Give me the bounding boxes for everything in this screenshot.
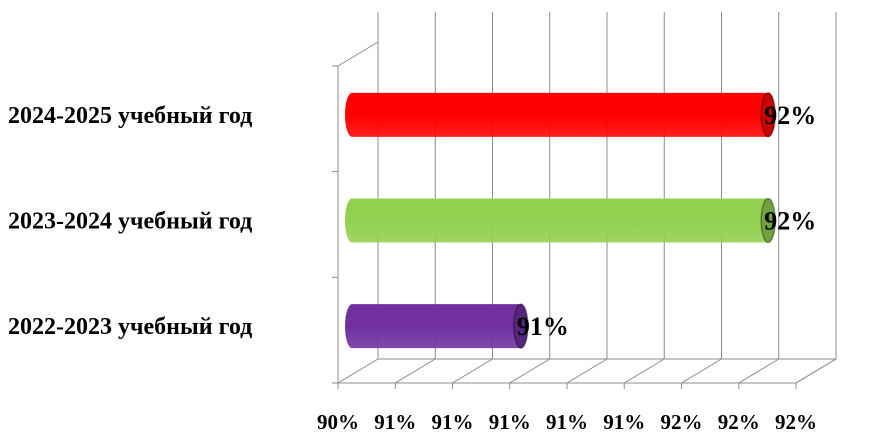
x-tick-label: 91% (546, 410, 588, 434)
bar (345, 197, 776, 244)
bar (345, 303, 529, 349)
category-label: 2022-2023 учебный год (8, 314, 252, 340)
bar-cap (760, 197, 776, 244)
x-tick-label: 92% (661, 410, 703, 434)
floor-gridline (337, 358, 379, 384)
category-label: 2023-2024 учебный год (8, 209, 252, 235)
bar-cap (513, 303, 529, 349)
floor-gridline (566, 358, 608, 384)
category-label: 2024-2025 учебный год (8, 103, 252, 129)
bar-body (345, 198, 776, 243)
bars (345, 92, 776, 349)
gridlines (337, 12, 837, 384)
floor-gridline (394, 358, 436, 384)
x-tick-label: 91% (374, 410, 416, 434)
axes (332, 65, 797, 389)
bar-cap-shade (513, 304, 528, 349)
data-label: 91% (517, 312, 569, 341)
floor-gridline (738, 358, 780, 384)
floor-gridline (452, 358, 493, 384)
labels: 90% 91% 91% 91% 91% 91% 92% 92% 92% 91% 2022-2023 … (8, 101, 817, 434)
x-tick-label: 92% (718, 410, 760, 434)
data-label: 92% (764, 101, 816, 130)
data-label: 92% (764, 207, 816, 236)
x-tick-label: 91% (489, 410, 531, 434)
bar-body (345, 304, 528, 349)
bar-cap-shade (761, 92, 776, 137)
bar-cap-shade (761, 198, 776, 243)
side-wall-top (337, 41, 379, 67)
bar (345, 92, 776, 138)
bar-body (345, 92, 776, 137)
floor-gridline (795, 358, 837, 384)
bar-cap (760, 92, 776, 138)
floor-gridline (681, 358, 722, 384)
x-tick-label: 91% (432, 410, 474, 434)
floor-gridline (623, 358, 665, 384)
floor-gridline (509, 358, 551, 384)
x-tick-label: 92% (775, 410, 817, 434)
x-tick-label: 91% (603, 410, 645, 434)
x-tick-label: 90% (317, 410, 359, 434)
